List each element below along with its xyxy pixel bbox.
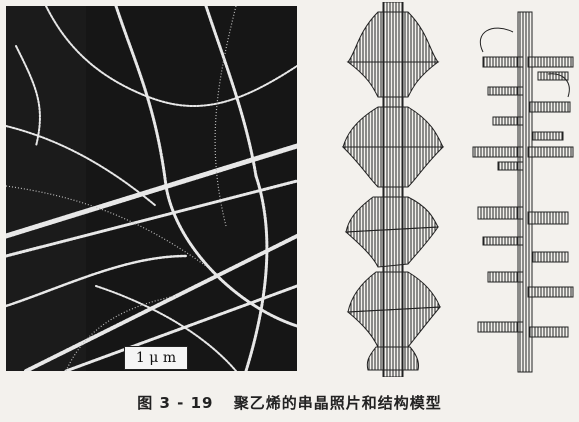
- lamellae-section-drawing: [472, 11, 574, 373]
- scale-bar-label: 1 μ m: [124, 346, 188, 370]
- twisted-lamellae-drawing: [341, 1, 445, 378]
- shish-kebab-fibers-image: [6, 6, 297, 371]
- figure-number: 图 3 - 19: [137, 394, 214, 412]
- figure-caption: 图 3 - 19 聚乙烯的串晶照片和结构模型: [0, 392, 579, 413]
- electron-micrograph: 1 μ m: [6, 6, 297, 371]
- shish-kebab-model-section: [468, 2, 578, 377]
- figure: 1 μ m: [6, 1, 578, 378]
- figure-caption-text: 聚乙烯的串晶照片和结构模型: [233, 394, 442, 412]
- shish-kebab-model-3d: [338, 1, 448, 378]
